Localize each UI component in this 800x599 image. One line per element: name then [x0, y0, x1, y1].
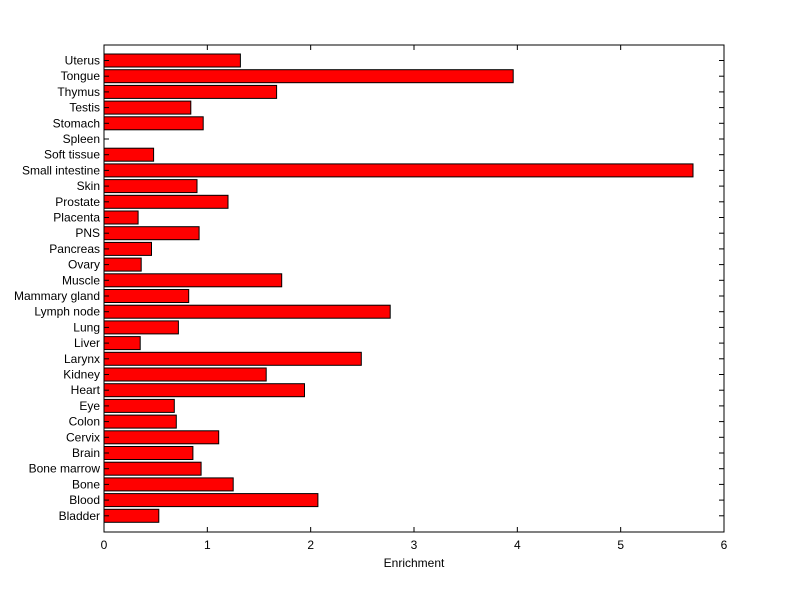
x-tick-label: 3: [411, 538, 418, 552]
bar: [103, 147, 155, 162]
y-tick-label: Uterus: [65, 54, 100, 68]
bar: [103, 241, 152, 256]
y-tick-label: Lymph node: [34, 305, 100, 319]
bar: [103, 257, 142, 272]
bars-group: [103, 53, 694, 523]
x-tick-label: 2: [307, 538, 314, 552]
y-tick-label: Mammary gland: [14, 289, 100, 303]
x-tick-label: 5: [617, 538, 624, 552]
y-tick-label: PNS: [75, 226, 100, 240]
bar: [103, 179, 198, 194]
bar: [103, 398, 175, 413]
bar: [103, 367, 267, 382]
bar: [103, 163, 694, 178]
y-tick-label: Cervix: [66, 430, 100, 444]
bar: [103, 320, 179, 335]
bar: [103, 69, 514, 84]
y-tick-label: Liver: [74, 336, 100, 350]
y-tick-label: Ovary: [68, 258, 100, 272]
bar: [103, 351, 362, 366]
y-tick-label: Tongue: [61, 69, 101, 83]
bar: [103, 273, 283, 288]
y-tick-label: Pancreas: [49, 242, 100, 256]
y-tick-label: Colon: [69, 415, 100, 429]
bar: [103, 383, 305, 398]
y-tick-label: Bone: [72, 477, 100, 491]
bar: [103, 100, 192, 115]
plot-area: [103, 44, 725, 533]
bar: [103, 336, 141, 351]
bar: [103, 116, 204, 131]
bar: [103, 210, 139, 225]
bar: [103, 430, 220, 445]
y-tick-label: Muscle: [62, 273, 100, 287]
x-tick-label: 6: [721, 538, 728, 552]
x-tick-label: 1: [204, 538, 211, 552]
y-tick-label: Placenta: [53, 211, 100, 225]
bar: [103, 53, 241, 68]
y-tick-label: Spleen: [63, 132, 100, 146]
y-tick-label: Soft tissue: [44, 148, 100, 162]
x-axis-label: Enrichment: [384, 556, 445, 570]
bar: [103, 446, 194, 460]
y-tick-label: Prostate: [55, 195, 100, 209]
y-tick-label: Small intestine: [22, 163, 100, 177]
y-tick-label: Bladder: [59, 509, 100, 523]
bar: [103, 84, 278, 99]
y-tick-label: Larynx: [64, 352, 100, 366]
x-tick-label: 4: [514, 538, 521, 552]
bar: [103, 414, 177, 429]
y-tick-label: Blood: [69, 493, 100, 507]
y-tick-label: Testis: [69, 101, 100, 115]
y-tick-label: Kidney: [63, 368, 100, 382]
y-tick-label: Thymus: [57, 85, 100, 99]
y-tick-label: Bone marrow: [29, 462, 101, 476]
y-tick-label: Brain: [72, 446, 100, 460]
y-tick-label: Heart: [71, 383, 101, 397]
bar: [103, 226, 200, 241]
y-tick-label: Stomach: [53, 116, 100, 130]
bar: [103, 461, 202, 476]
y-tick-label: Skin: [77, 179, 100, 193]
bar: [103, 477, 234, 492]
bar: [103, 194, 229, 209]
x-ticks-group: 0 1 2 3 4 5 6: [101, 45, 728, 552]
y-tick-label: Lung: [73, 320, 100, 334]
bar: [103, 508, 160, 523]
x-tick-label: 0: [101, 538, 108, 552]
bar: [103, 493, 319, 508]
y-tick-label: Eye: [79, 399, 100, 413]
bar: [103, 304, 391, 319]
bar: [103, 289, 190, 303]
